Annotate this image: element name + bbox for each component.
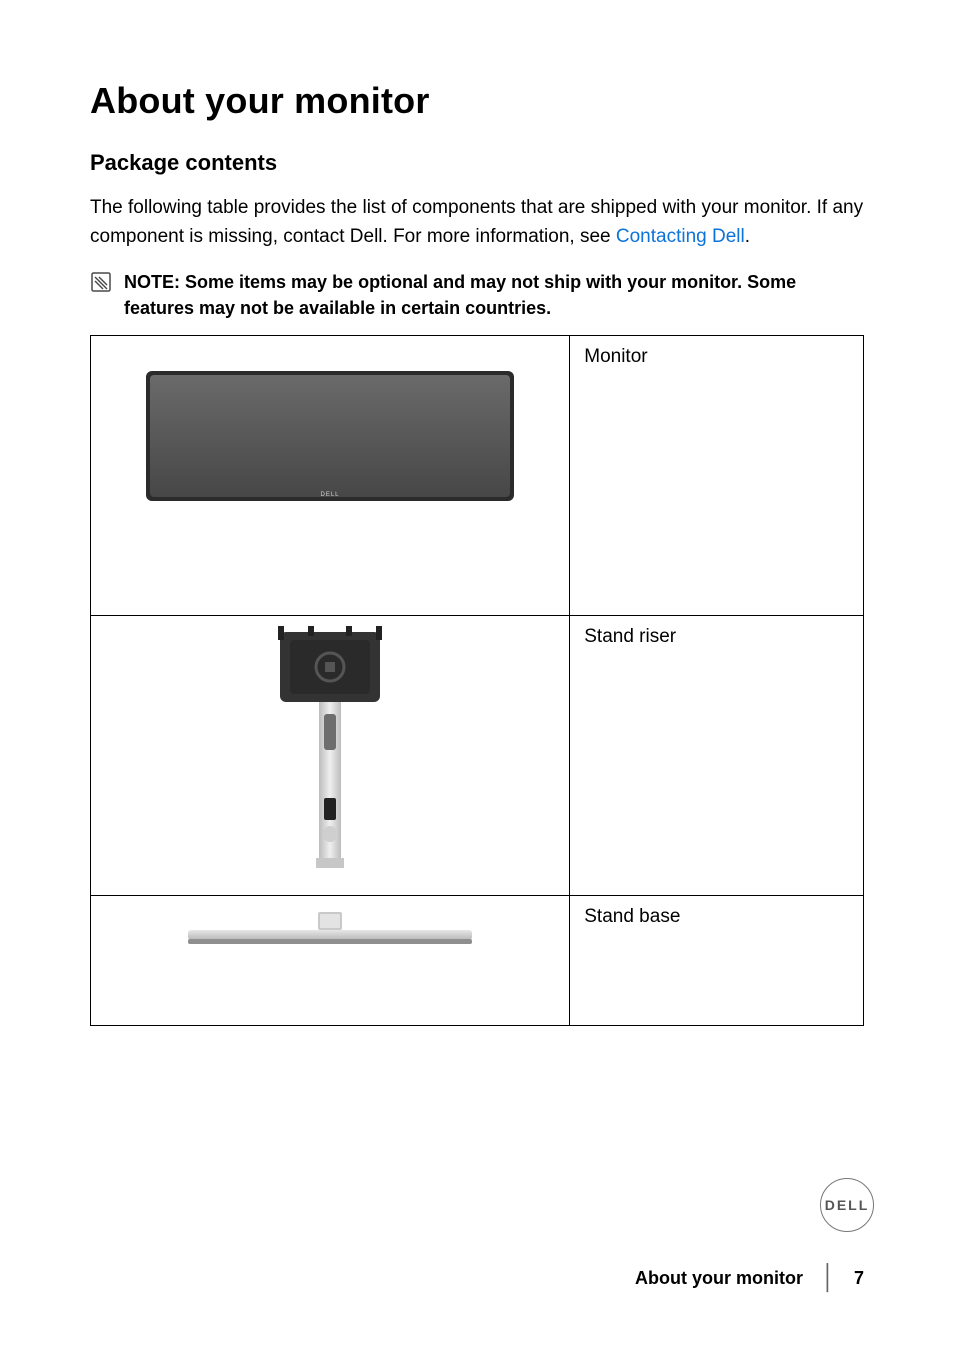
- page-title: About your monitor: [90, 80, 864, 122]
- component-label-cell: Stand base: [570, 896, 864, 1026]
- footer-section-title: About your monitor: [635, 1268, 803, 1289]
- component-label: Stand base: [584, 906, 680, 927]
- svg-text:DELL: DELL: [321, 492, 340, 498]
- table-row: Stand riser: [91, 616, 864, 896]
- dell-logo-text: DELL: [825, 1197, 870, 1213]
- component-image-cell: [91, 616, 570, 896]
- intro-paragraph: The following table provides the list of…: [90, 194, 864, 251]
- note-icon: [90, 271, 112, 298]
- note-text: NOTE: Some items may be optional and may…: [124, 269, 864, 321]
- component-image-cell: DELL: [91, 336, 570, 616]
- stand-base-illustration: [170, 906, 490, 966]
- footer-page-number: 7: [854, 1268, 864, 1289]
- monitor-illustration: DELL: [140, 346, 520, 546]
- intro-text-suffix: .: [745, 226, 750, 247]
- component-image-cell: [91, 896, 570, 1026]
- component-label: Monitor: [584, 346, 647, 367]
- dell-logo-badge: DELL: [820, 1178, 874, 1232]
- section-heading: Package contents: [90, 150, 864, 176]
- table-row: DELL Monitor: [91, 336, 864, 616]
- table-row: Stand base: [91, 896, 864, 1026]
- component-label-cell: Stand riser: [570, 616, 864, 896]
- component-label-cell: Monitor: [570, 336, 864, 616]
- note-block: NOTE: Some items may be optional and may…: [90, 269, 864, 321]
- component-label: Stand riser: [584, 626, 676, 647]
- page-footer: About your monitor │ 7: [90, 1264, 864, 1292]
- components-table: DELL Monitor: [90, 335, 864, 1026]
- contacting-dell-link[interactable]: Contacting Dell: [616, 226, 745, 247]
- footer-divider: │: [821, 1264, 836, 1292]
- stand-riser-illustration: [230, 626, 430, 876]
